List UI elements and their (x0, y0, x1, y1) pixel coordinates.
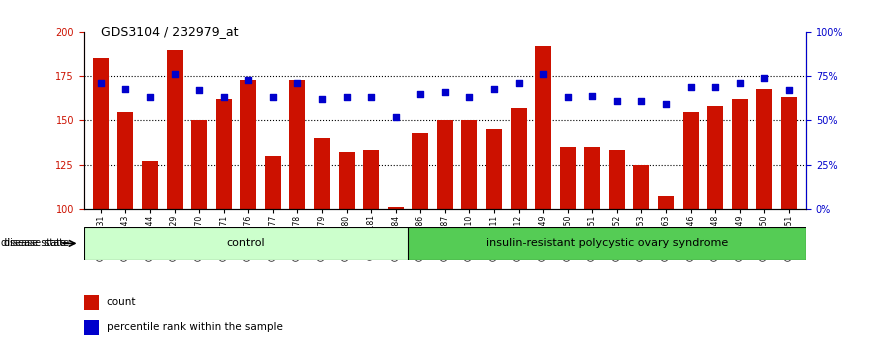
Bar (84, 320, 100, 335)
Point (733, 80, 747, 86)
Point (339, 95, 353, 100)
Point (364, 95, 378, 100)
Bar (462, 120, 478, 209)
Point (537, 72, 551, 77)
Point (241, 77, 255, 82)
Text: insulin-resistant polycystic ovary syndrome: insulin-resistant polycystic ovary syndr… (485, 238, 728, 249)
Bar (559, 147, 576, 209)
Bar (314, 138, 330, 209)
Bar (535, 46, 552, 209)
Text: disease state: disease state (4, 238, 70, 249)
Point (585, 93, 599, 98)
Bar (363, 150, 379, 209)
Point (118, 86, 132, 91)
Point (512, 80, 526, 86)
Point (167, 72, 181, 77)
Point (94, 80, 108, 86)
Point (389, 114, 403, 120)
Bar (683, 112, 699, 209)
Bar (486, 129, 502, 209)
Bar (167, 50, 182, 209)
Bar (408, 227, 806, 260)
Bar (757, 88, 773, 209)
Point (634, 98, 648, 104)
Point (708, 84, 722, 90)
Point (413, 91, 427, 97)
Point (463, 95, 477, 100)
Bar (781, 97, 797, 209)
Bar (511, 108, 527, 209)
Point (684, 84, 698, 90)
Point (315, 96, 329, 102)
Bar (290, 80, 306, 209)
Bar (142, 161, 158, 209)
Point (266, 95, 280, 100)
Bar (93, 58, 109, 209)
Bar (84, 295, 100, 310)
Bar (191, 120, 207, 209)
Text: percentile rank within the sample: percentile rank within the sample (107, 322, 283, 332)
Bar (265, 156, 281, 209)
Bar (388, 207, 403, 209)
Bar (609, 150, 625, 209)
Point (610, 98, 624, 104)
Text: count: count (107, 297, 137, 307)
Point (291, 80, 305, 86)
Bar (241, 80, 256, 209)
Bar (658, 196, 674, 209)
Bar (707, 106, 723, 209)
Bar (732, 99, 748, 209)
Point (487, 86, 501, 91)
Bar (584, 147, 600, 209)
Point (781, 87, 796, 93)
Bar (412, 133, 428, 209)
Bar (84, 227, 408, 260)
Point (438, 89, 452, 95)
Point (143, 95, 157, 100)
Text: GDS3104 / 232979_at: GDS3104 / 232979_at (101, 25, 239, 38)
Bar (338, 152, 354, 209)
Point (217, 95, 231, 100)
Point (192, 87, 206, 93)
Point (659, 102, 673, 107)
Point (560, 95, 574, 100)
Text: control: control (226, 238, 265, 249)
Text: disease state: disease state (1, 238, 66, 249)
Bar (437, 120, 453, 209)
Bar (216, 99, 232, 209)
Bar (633, 165, 649, 209)
Point (758, 75, 772, 81)
Bar (117, 112, 133, 209)
